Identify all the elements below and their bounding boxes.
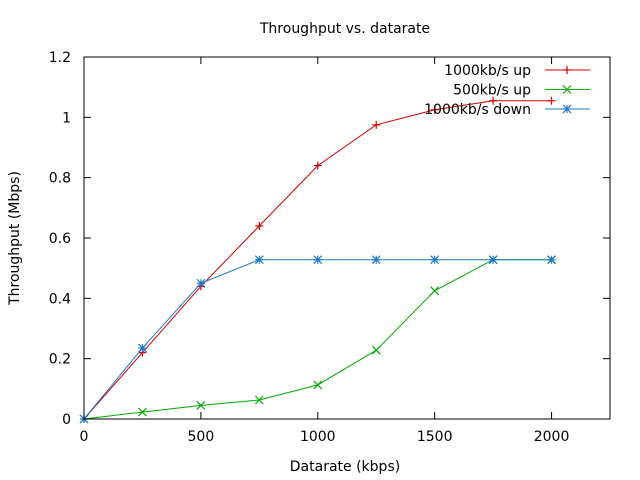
data-point bbox=[255, 221, 264, 230]
y-tick-label: 0 bbox=[62, 412, 71, 428]
series-1 bbox=[79, 255, 556, 424]
series-2 bbox=[79, 255, 556, 424]
data-point bbox=[313, 255, 323, 265]
data-point bbox=[489, 96, 498, 105]
data-point bbox=[488, 255, 498, 265]
x-tick-label: 0 bbox=[80, 429, 89, 445]
data-point bbox=[372, 120, 381, 129]
axis-ticks: 0 500 1000 1500 2000 0 0.2 0.4 0.6 0.8 1 1.2 bbox=[49, 50, 610, 445]
legend-label: 500kb/s up bbox=[453, 83, 531, 99]
data-point bbox=[254, 395, 264, 405]
data-point bbox=[196, 278, 206, 288]
y-tick-label: 1.2 bbox=[49, 50, 71, 66]
x-axis-label: Datarate (kbps) bbox=[290, 459, 400, 475]
data-point bbox=[138, 407, 147, 417]
y-tick-label: 0.6 bbox=[49, 231, 71, 247]
data-point bbox=[313, 380, 323, 390]
legend-marker bbox=[562, 104, 572, 114]
chart-title: Throughput vs. datarate bbox=[259, 21, 430, 37]
data-point bbox=[138, 343, 147, 353]
legend-marker bbox=[563, 66, 571, 74]
x-tick-label: 500 bbox=[188, 429, 215, 445]
plot-area-border bbox=[83, 56, 611, 420]
data-point bbox=[371, 345, 381, 355]
data-point bbox=[196, 401, 206, 410]
legend-marker bbox=[562, 85, 572, 94]
y-tick-label: 1 bbox=[62, 110, 71, 126]
x-tick-label: 1500 bbox=[417, 429, 453, 445]
data-point bbox=[430, 255, 440, 265]
data-point bbox=[254, 255, 264, 265]
data-point bbox=[313, 161, 322, 170]
data-point bbox=[547, 255, 556, 265]
y-tick-label: 0.4 bbox=[49, 291, 71, 307]
x-tick-label: 1000 bbox=[300, 429, 336, 445]
legend-label: 1000kb/s up bbox=[444, 63, 531, 79]
y-tick-label: 0.2 bbox=[49, 352, 71, 368]
y-tick-label: 0.8 bbox=[49, 171, 71, 187]
series-layer bbox=[79, 96, 556, 424]
x-tick-label: 2000 bbox=[534, 429, 570, 445]
y-axis-label: Throughput (Mbps) bbox=[7, 171, 23, 306]
legend: 1000kb/s up 500kb/s up 1000kb/s down bbox=[424, 63, 590, 118]
data-point bbox=[430, 286, 440, 296]
data-point bbox=[547, 96, 556, 105]
data-point bbox=[371, 255, 381, 265]
data-point bbox=[430, 105, 439, 114]
legend-label: 1000kb/s down bbox=[424, 102, 531, 118]
